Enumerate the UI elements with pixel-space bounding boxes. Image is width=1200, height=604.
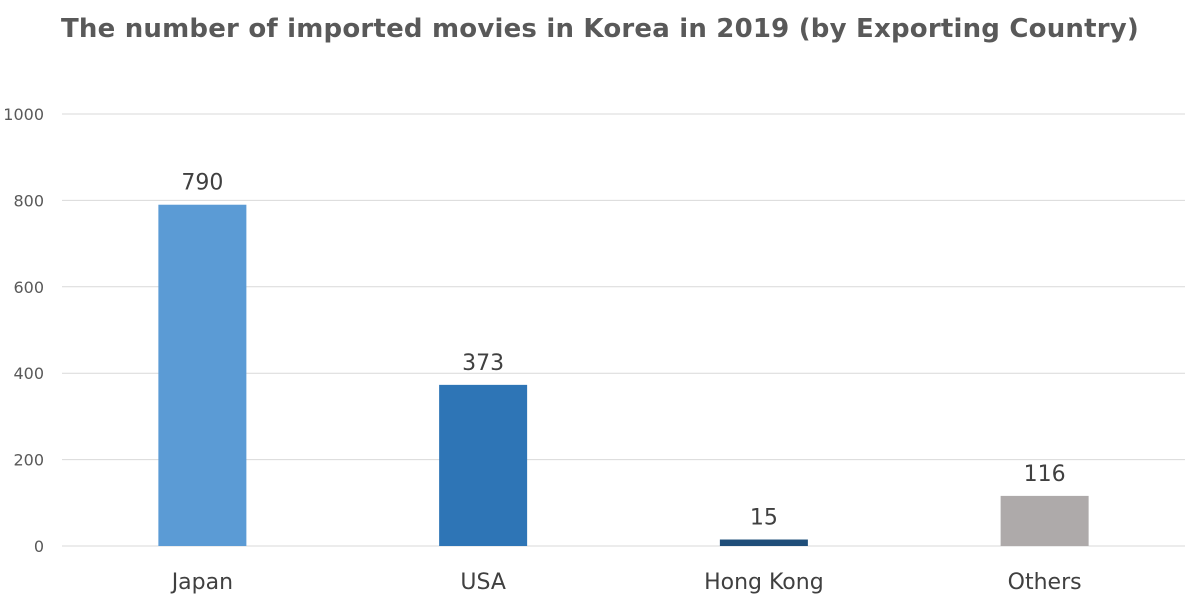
x-category-label: Hong Kong <box>704 570 824 595</box>
y-tick-label: 800 <box>13 191 44 210</box>
x-category-label: Japan <box>170 570 233 595</box>
x-category-label: Others <box>1008 570 1082 595</box>
data-label: 116 <box>1024 462 1066 487</box>
data-label: 790 <box>181 171 223 196</box>
x-category-label: USA <box>460 570 506 595</box>
bar-hong-kong <box>719 539 808 546</box>
y-tick-label: 400 <box>13 364 44 383</box>
data-label: 373 <box>462 351 504 376</box>
y-tick-label: 1000 <box>3 105 44 124</box>
bar-others <box>1000 495 1089 546</box>
data-label: 15 <box>750 506 778 531</box>
y-tick-label: 200 <box>13 451 44 470</box>
x-axis-categories: Japan USA Hong Kong Others <box>170 570 1082 595</box>
chart-title: The number of imported movies in Korea i… <box>60 14 1140 44</box>
y-axis-ticks: 0 200 400 600 800 1000 <box>3 105 44 556</box>
bar-usa <box>439 384 528 546</box>
gridlines <box>62 113 1185 547</box>
bar-japan <box>158 204 247 546</box>
bars <box>158 204 1089 546</box>
y-tick-label: 0 <box>34 537 44 556</box>
data-labels: 790 373 15 116 <box>181 171 1065 531</box>
y-tick-label: 600 <box>13 278 44 297</box>
